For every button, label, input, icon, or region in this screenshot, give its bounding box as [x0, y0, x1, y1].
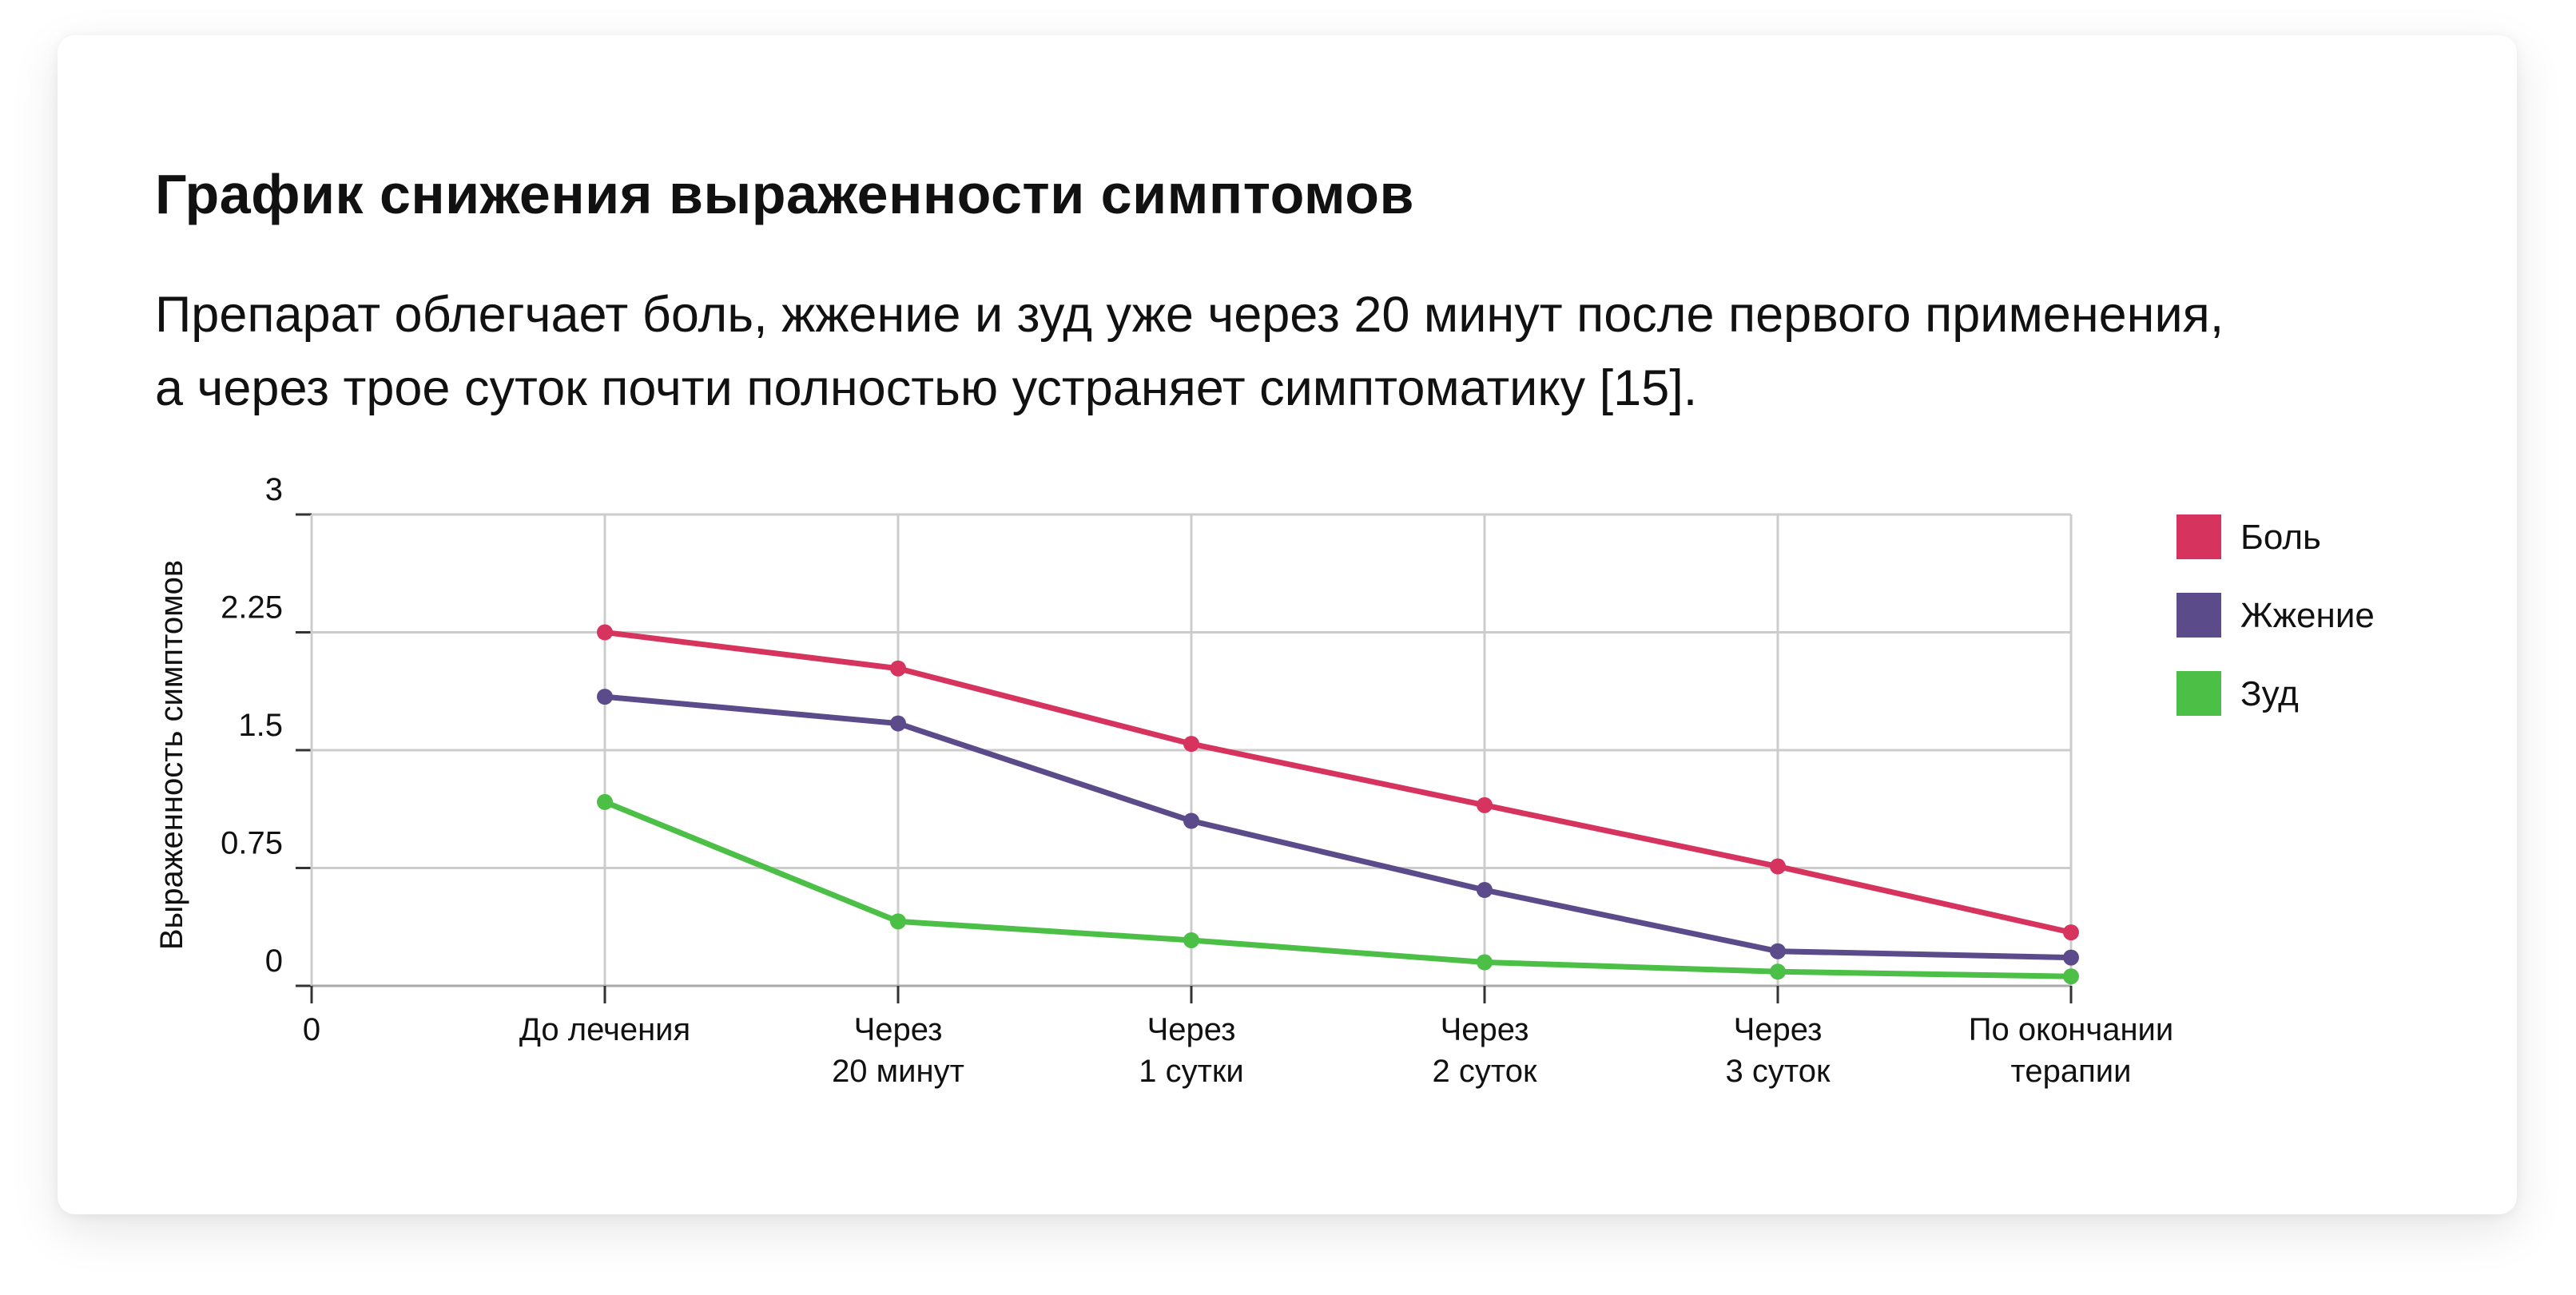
page-title: График снижения выраженности симптомов — [155, 163, 1415, 225]
y-tick-label: 1.5 — [238, 708, 283, 743]
series-1-point — [597, 624, 613, 641]
x-tick-label: Через — [854, 1012, 943, 1047]
chart-legend: Боль Жжение Зуд — [2176, 514, 2375, 716]
series-2-point — [1477, 882, 1493, 899]
series-2-point — [1183, 812, 1199, 829]
x-tick-label: До лечения — [519, 1012, 690, 1047]
series-1-point — [1183, 736, 1199, 753]
series-1-point — [890, 660, 906, 677]
series-1-point — [1477, 796, 1493, 813]
series-2-point — [597, 689, 613, 705]
series-3-point — [1477, 954, 1493, 971]
legend-label: Зуд — [2240, 674, 2299, 713]
series-1-point — [1770, 858, 1786, 875]
x-tick-label: 3 суток — [1726, 1054, 1831, 1089]
subtitle-line-2: а через трое суток почти полностью устра… — [155, 360, 1698, 416]
series-3-point — [2063, 968, 2079, 985]
chart-axes: 0 0.75 1.5 2.25 3 0 До лечения Через 20 минут Чер… — [154, 472, 2173, 1089]
legend-label: Жжение — [2240, 596, 2375, 635]
series-3-point — [890, 913, 906, 930]
series-line-2 — [602, 693, 2074, 961]
chart-card — [58, 35, 2517, 1214]
subtitle-line-1: Препарат облегчает боль, жжение и зуд уж… — [155, 287, 2224, 343]
legend-swatch — [2176, 671, 2221, 716]
legend-label: Боль — [2240, 518, 2321, 557]
x-tick-label: По окончании — [1969, 1012, 2174, 1047]
series-2-point — [890, 715, 906, 732]
series-1-point — [2063, 924, 2079, 941]
series-line-1 — [602, 630, 2074, 935]
chart-series — [597, 624, 2079, 985]
x-tick-label: Через — [1147, 1012, 1236, 1047]
x-tick-label: 20 минут — [832, 1054, 964, 1089]
y-tick-label: 0 — [265, 943, 283, 979]
x-tick-label: 1 сутки — [1139, 1054, 1244, 1089]
series-2-point — [2063, 949, 2079, 966]
x-tick-label: Через — [1734, 1012, 1823, 1047]
series-3-point — [597, 793, 613, 810]
y-tick-label: 0.75 — [221, 826, 283, 861]
x-tick-label: 2 суток — [1433, 1054, 1537, 1089]
x-tick-label: Через — [1441, 1012, 1529, 1047]
y-axis-label: Выраженность симптомов — [154, 560, 189, 950]
legend-swatch — [2176, 593, 2221, 638]
series-3-point — [1183, 932, 1199, 948]
legend-swatch — [2176, 514, 2221, 559]
series-2-point — [1770, 943, 1786, 959]
y-tick-label: 2.25 — [221, 590, 283, 626]
y-tick-label: 3 — [265, 472, 283, 507]
series-line-3 — [602, 799, 2074, 979]
x-tick-label: терапии — [2011, 1054, 2132, 1089]
x-tick-label: 0 — [303, 1012, 320, 1047]
page-subtitle: Препарат облегчает боль, жжение и зуд уж… — [155, 278, 2472, 425]
series-3-point — [1770, 963, 1786, 980]
